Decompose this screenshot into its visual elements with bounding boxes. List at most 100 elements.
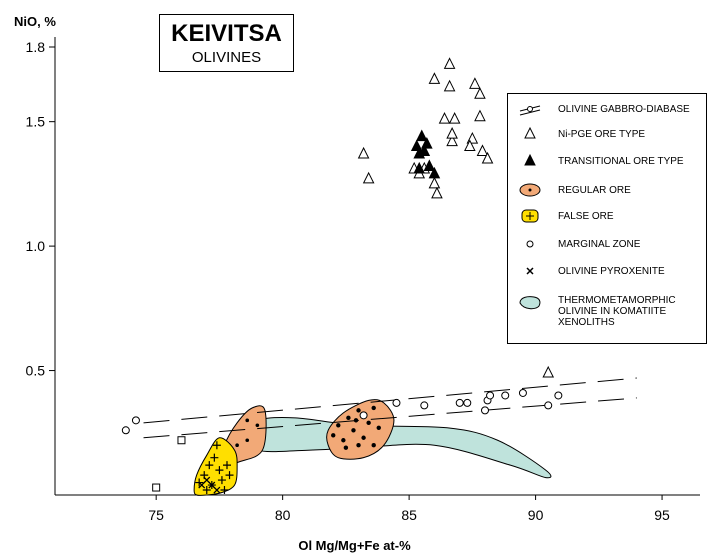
regular-ore-dot: [371, 405, 376, 411]
open-square-point: [152, 483, 161, 492]
regular-ore-dot: [371, 443, 376, 448]
open-triangle-point: [443, 57, 456, 69]
open-circle-point: [486, 391, 495, 400]
open-circle-point: [544, 401, 553, 410]
false-ore-plus: [215, 466, 224, 475]
false-ore-plus: [210, 453, 219, 462]
open-triangle-point: [469, 77, 481, 89]
regular-ore-dot: [366, 420, 371, 426]
chart-title-box: KEIVITSA OLIVINES: [159, 14, 294, 72]
open-circle-point: [481, 406, 489, 415]
x-tick-label: 80: [275, 507, 291, 523]
dotted-blob-icon: [519, 183, 541, 197]
filled-triangle-point: [415, 129, 428, 142]
regular-ore-dot: [343, 445, 349, 450]
false-ore-plus: [205, 461, 214, 470]
open-circle-point: [359, 411, 368, 420]
teal-blob-icon: [519, 296, 541, 310]
y-tick-label: 1.5: [26, 114, 46, 130]
regular-ore-dot: [351, 428, 356, 433]
false-ore-plus: [217, 476, 226, 485]
filled-triangle-point: [418, 144, 431, 157]
x-tick-label: 85: [401, 507, 417, 523]
open-square-point: [177, 436, 186, 445]
filled-triangle-point: [428, 166, 441, 179]
filled-triangle-icon: [524, 153, 536, 166]
cross-point: [198, 481, 206, 489]
legend-label: REGULAR ORE: [558, 185, 631, 196]
regular-ore-dot: [255, 423, 260, 428]
regular-ore-dot: [353, 418, 359, 423]
regular-ore-dot: [341, 438, 346, 443]
open-triangle-point: [542, 365, 555, 378]
open-triangle-point: [476, 144, 489, 157]
y-tick-label: 1.0: [26, 238, 46, 254]
open-circle-point: [121, 426, 130, 435]
region-thermo: [252, 417, 552, 479]
open-triangle-point: [481, 151, 494, 164]
open-circle-point: [131, 416, 140, 425]
open-triangle-point: [431, 186, 443, 199]
plus-blob-icon: [521, 209, 539, 223]
filled-triangle-point: [413, 161, 426, 174]
gabbro-line-lower: [143, 397, 637, 439]
y-axis-label: NiO, %: [14, 14, 56, 29]
legend-label: MARGINAL ZONE: [558, 239, 641, 250]
false-ore-plus: [220, 486, 229, 495]
open-triangle-point: [446, 126, 458, 139]
legend-label: OLIVINE GABBRO-DIABASE: [558, 104, 690, 115]
false-ore-plus: [212, 441, 221, 450]
cross-point: [213, 486, 221, 494]
regular-ore-dot: [356, 443, 361, 448]
x-tick-label: 90: [528, 507, 544, 523]
regular-ore-dot: [336, 423, 341, 428]
open-triangle-point: [438, 112, 451, 124]
cross-point: [208, 481, 216, 489]
open-circle-point: [554, 391, 563, 400]
regular-ore-dot: [245, 438, 250, 443]
open-triangle-icon: [524, 126, 536, 139]
legend-label: THERMOMETAMORPHIC OLIVINE IN KOMATIITE X…: [558, 295, 676, 328]
open-triangle-point: [428, 176, 441, 189]
x-tick-label: 75: [148, 507, 164, 523]
open-circle-point: [463, 398, 472, 407]
regular-ore-dot: [346, 415, 351, 421]
gabbro-line-upper: [143, 377, 637, 424]
y-tick-label: 0.5: [26, 363, 46, 379]
legend-label: OLIVINE PYROXENITE: [558, 266, 665, 277]
filled-triangle-point: [423, 159, 436, 171]
open-circle-point: [501, 391, 510, 400]
open-triangle-point: [464, 139, 476, 152]
gabbro-line-icon: [519, 105, 541, 116]
open-triangle-point: [357, 146, 370, 159]
regular-ore-dot: [331, 433, 336, 438]
regular-ore-dot: [235, 443, 239, 448]
open-triangle-point: [428, 72, 441, 84]
false-ore-plus: [202, 486, 211, 495]
x-tick-label: 95: [654, 507, 670, 523]
open-circle-point: [420, 401, 429, 410]
filled-triangle-point: [421, 136, 433, 149]
legend-label: Ni-PGE ORE TYPE: [558, 129, 646, 140]
x-axis-label: Ol Mg/Mg+Fe at-%: [298, 538, 411, 553]
chart-title: KEIVITSA: [171, 20, 282, 47]
open-circle-point: [455, 398, 464, 407]
chart-subtitle: OLIVINES: [191, 49, 262, 66]
regular-ore-dot: [376, 425, 381, 430]
open-triangle-point: [448, 112, 461, 124]
regular-ore-dot: [356, 408, 361, 413]
open-circle-icon: [526, 240, 534, 248]
legend-label: TRANSITIONAL ORE TYPE: [558, 156, 684, 167]
open-circle-point: [392, 398, 401, 407]
open-triangle-point: [474, 87, 486, 99]
legend-label: FALSE ORE: [558, 211, 614, 222]
open-triangle-point: [474, 109, 486, 122]
cross-icon: [526, 267, 534, 275]
open-triangle-point: [446, 134, 458, 147]
regular-ore-dot: [245, 418, 250, 423]
open-triangle-point: [443, 79, 456, 92]
open-triangle-point: [362, 171, 375, 184]
cross-point: [203, 476, 211, 484]
open-circle-point: [518, 388, 527, 397]
